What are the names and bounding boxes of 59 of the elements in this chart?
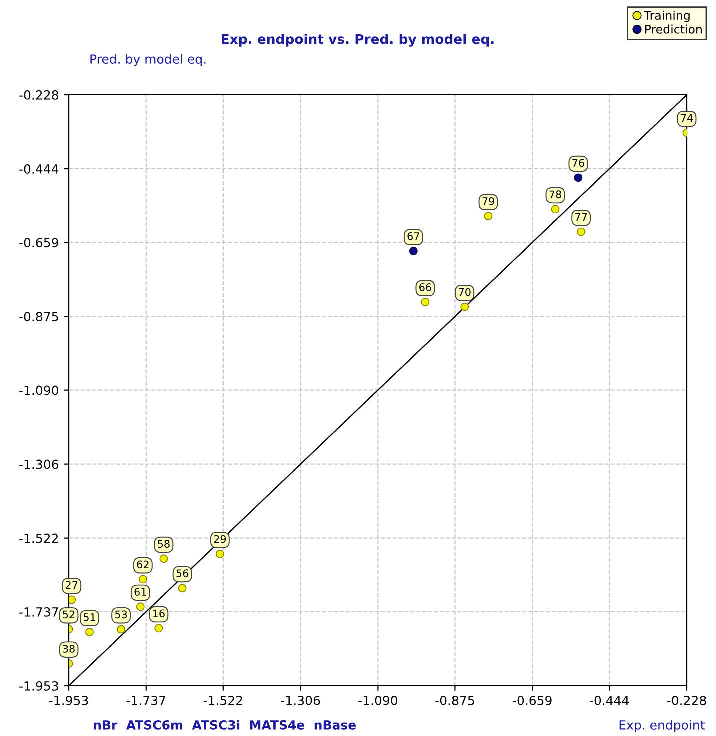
annotation: 52 (63, 610, 75, 619)
point (178, 584, 187, 593)
point (460, 302, 470, 312)
annotation: 53 (115, 610, 128, 619)
annotation: 66 (420, 284, 432, 292)
annotation: 70 (459, 288, 471, 296)
annotation: 29 (214, 535, 226, 544)
x-tick-label: -0.875 (436, 696, 474, 706)
point (154, 624, 164, 633)
point (421, 298, 430, 306)
point (117, 625, 126, 634)
annotation: 38 (63, 644, 75, 653)
point (484, 212, 493, 221)
y-axis-title: Pred. by model eq. (90, 54, 206, 66)
annotation: 76 (572, 159, 584, 168)
point (136, 602, 145, 612)
chart-title: Exp. endpoint vs. Pred. by model eq. (222, 34, 494, 47)
legend-label: Prediction (645, 24, 702, 34)
x-tick-label: -1.090 (358, 696, 398, 706)
x-tick-label: -0.228 (667, 696, 706, 706)
x-axis-title: Exp. endpoint (620, 720, 705, 732)
x-tick-label: -0.659 (513, 696, 552, 706)
annotation: 58 (158, 540, 170, 548)
point (409, 247, 418, 256)
annotation: 78 (550, 190, 562, 199)
annotation: 67 (408, 232, 420, 240)
annotation: 77 (576, 213, 588, 222)
legend-label: Training (644, 10, 690, 22)
annotation: 16 (153, 610, 165, 618)
y-tick-label: -0.228 (20, 90, 58, 100)
x-tick-label: -1.522 (204, 696, 242, 706)
y-tick-label: -0.659 (20, 238, 58, 248)
annotation: 74 (681, 114, 694, 122)
point (160, 554, 168, 564)
point (551, 205, 560, 214)
y-tick-label: -1.090 (20, 386, 58, 396)
annotation: 51 (84, 614, 96, 622)
y-tick-label: -0.875 (20, 312, 58, 322)
x-tick-label: -1.953 (49, 696, 88, 706)
y-tick-label: -0.444 (20, 164, 59, 174)
annotation: 61 (134, 588, 146, 596)
text: nBr ATSC6m ATSC3i MATS4e nBase (94, 720, 356, 730)
x-tick-label: -0.444 (590, 696, 630, 706)
annotation: 79 (482, 198, 494, 206)
point (69, 596, 76, 604)
y-tick-label: -1.306 (20, 460, 58, 470)
y-tick-label: -1.953 (20, 681, 58, 691)
annotation: 62 (137, 560, 149, 569)
point (574, 174, 583, 182)
annotation: 27 (66, 581, 78, 589)
point (216, 550, 224, 558)
point (138, 575, 148, 584)
point (86, 628, 94, 636)
point (577, 228, 586, 236)
x-tick-label: -1.737 (126, 696, 166, 706)
y-tick-label: -1.737 (20, 607, 58, 617)
x-tick-label: -1.306 (281, 696, 320, 706)
y-tick-label: -1.522 (20, 534, 58, 544)
annotation: 56 (176, 570, 189, 578)
